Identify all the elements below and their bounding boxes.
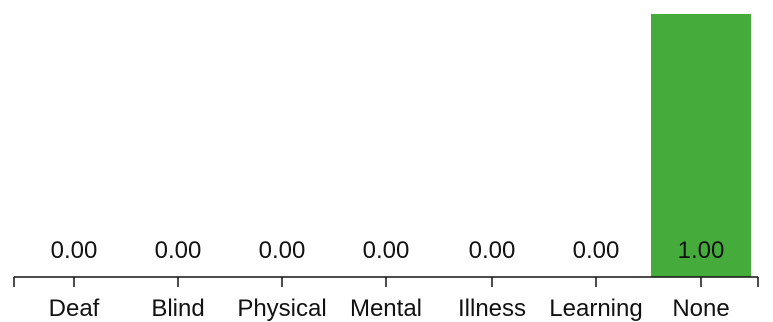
x-tick-label-illness: Illness bbox=[458, 295, 526, 322]
x-tick-label-mental: Mental bbox=[350, 295, 422, 322]
value-labels-layer: 0.00 0.00 0.00 0.00 0.00 0.00 1.00 bbox=[51, 237, 725, 264]
x-tick-label-blind: Blind bbox=[151, 295, 204, 322]
value-label-learning: 0.00 bbox=[573, 237, 620, 264]
bar-none bbox=[651, 14, 751, 277]
value-label-blind: 0.00 bbox=[155, 237, 202, 264]
bars-layer bbox=[651, 14, 751, 277]
value-label-physical: 0.00 bbox=[259, 237, 306, 264]
value-label-none: 1.00 bbox=[678, 237, 725, 264]
value-label-illness: 0.00 bbox=[469, 237, 516, 264]
x-tick-label-deaf: Deaf bbox=[49, 295, 100, 322]
x-tick-label-learning: Learning bbox=[549, 295, 642, 322]
x-tick-label-physical: Physical bbox=[237, 295, 326, 322]
x-axis: Deaf Blind Physical Mental Illness Learning No… bbox=[13, 276, 759, 322]
value-label-mental: 0.00 bbox=[363, 237, 410, 264]
x-tick-label-none: None bbox=[672, 295, 729, 322]
value-label-deaf: 0.00 bbox=[51, 237, 98, 264]
